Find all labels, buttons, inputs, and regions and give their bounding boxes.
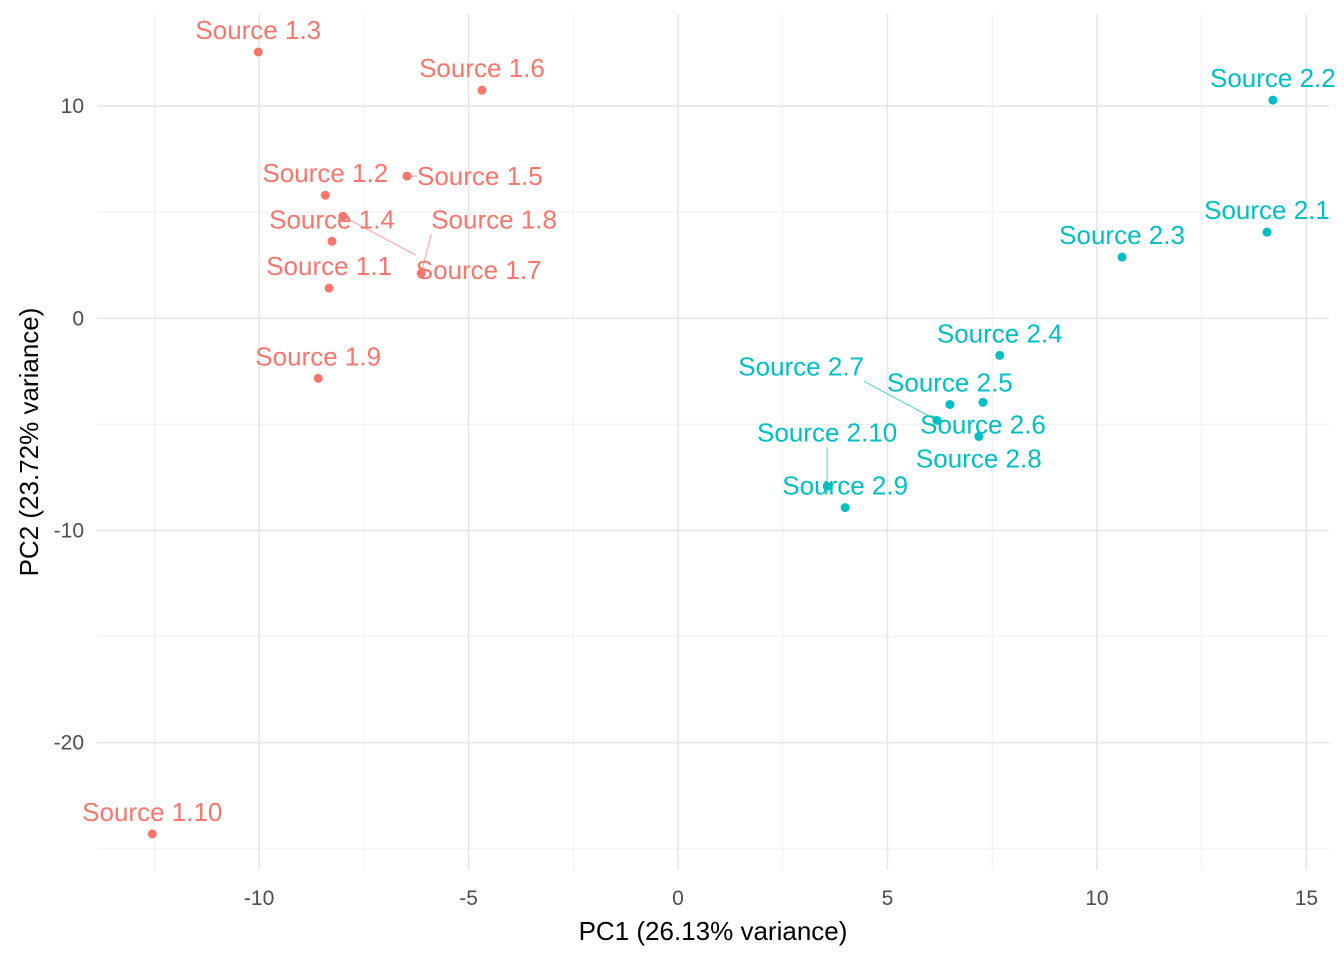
label-leader-line <box>420 234 432 274</box>
x-tick-label: 5 <box>882 887 894 910</box>
x-tick-label: 0 <box>672 887 684 910</box>
point-label: Source 2.9 <box>782 471 908 501</box>
data-point <box>945 399 955 409</box>
data-point <box>402 171 412 181</box>
x-tick-label: -10 <box>244 887 274 910</box>
point-labels: Source 1.1 Source 1.2 Source 1.3 Source 1.4… <box>82 15 1336 827</box>
data-point <box>974 431 984 441</box>
x-tick-label: -5 <box>459 887 478 910</box>
data-point <box>320 190 330 200</box>
data-point <box>978 397 988 407</box>
y-axis-label: PC2 (23.72% variance) <box>14 308 44 577</box>
data-point <box>147 829 157 839</box>
x-axis-label: PC1 (26.13% variance) <box>579 916 848 946</box>
data-points <box>147 47 1278 839</box>
point-label: Source 1.7 <box>416 255 542 285</box>
label-leader-line <box>863 380 938 421</box>
y-tick-label: 10 <box>61 95 84 118</box>
label-leader-lines <box>342 175 938 487</box>
data-point <box>1117 252 1127 262</box>
data-point <box>477 85 487 95</box>
point-label: Source 1.5 <box>417 161 543 191</box>
point-label: Source 2.8 <box>916 443 1042 473</box>
data-point <box>327 236 337 246</box>
minor-grid <box>97 14 1329 870</box>
data-point <box>1262 227 1272 237</box>
point-label: Source 1.9 <box>255 341 381 371</box>
point-label: Source 1.6 <box>419 53 545 83</box>
point-label: Source 2.6 <box>920 409 1046 439</box>
data-point <box>416 268 426 278</box>
x-tick-label: 15 <box>1295 887 1318 910</box>
y-tick-label: 0 <box>72 307 84 330</box>
data-point <box>932 415 942 425</box>
point-label: Source 2.1 <box>1204 195 1330 225</box>
point-label: Source 2.2 <box>1210 63 1336 93</box>
data-point <box>822 481 832 491</box>
point-label: Source 1.8 <box>431 204 557 234</box>
point-label: Source 2.3 <box>1059 220 1185 250</box>
axis-ticks: -10 -5 0 5 10 15 -20 -10 0 10 <box>54 95 1318 910</box>
point-label: Source 1.10 <box>82 797 222 827</box>
point-label: Source 2.10 <box>757 417 897 447</box>
y-tick-label: -10 <box>54 519 84 542</box>
y-tick-label: -20 <box>54 732 84 755</box>
data-point <box>253 47 263 57</box>
data-point <box>840 503 850 513</box>
point-label: Source 2.7 <box>738 351 864 381</box>
point-label: Source 1.2 <box>262 158 388 188</box>
data-point <box>1268 95 1278 105</box>
data-point <box>338 211 348 221</box>
major-grid <box>97 14 1329 870</box>
label-leader-line <box>342 215 417 256</box>
data-point <box>324 283 334 293</box>
data-point <box>995 350 1005 360</box>
point-label: Source 1.1 <box>266 251 392 281</box>
point-label: Source 1.4 <box>269 204 395 234</box>
point-label: Source 2.5 <box>887 367 1013 397</box>
point-label: Source 1.3 <box>195 15 321 45</box>
point-label: Source 2.4 <box>937 318 1063 348</box>
x-tick-label: 10 <box>1085 887 1108 910</box>
data-point <box>313 373 323 383</box>
